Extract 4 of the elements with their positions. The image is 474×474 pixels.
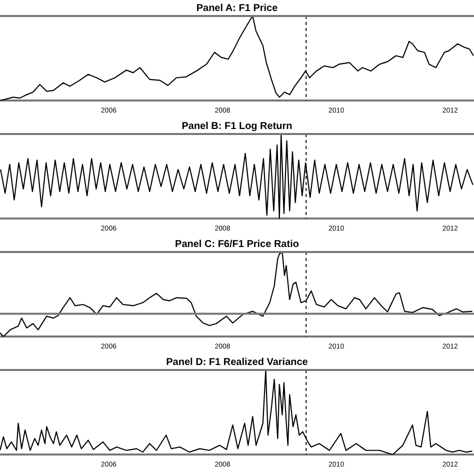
- chart-title: Panel C: F6/F1 Price Ratio: [175, 238, 299, 250]
- chart-title: Panel D: F1 Realized Variance: [166, 356, 308, 368]
- chart-title: Panel B: F1 Log Return: [182, 120, 292, 132]
- chart-title: Panel A: F1 Price: [196, 2, 278, 14]
